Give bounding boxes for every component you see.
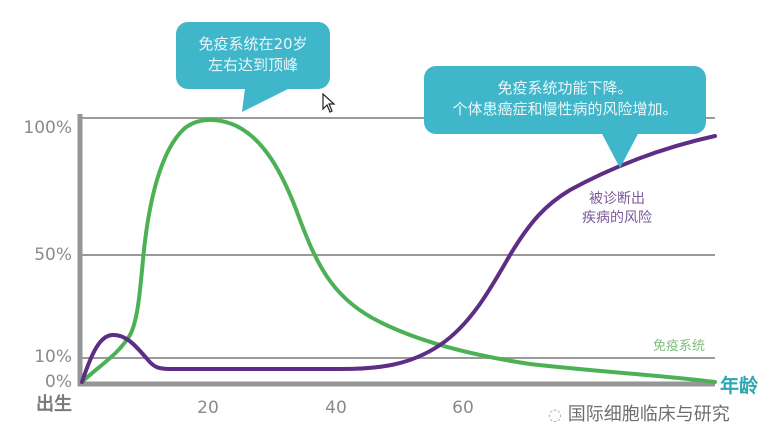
callout-decline-tail [600,130,640,168]
callout-peak-line2: 左右达到顶峰 [207,56,298,74]
y-tick-50: 50% [34,245,72,265]
immune-system-curve [80,117,717,384]
callout-peak-line1: 免疫系统在20岁 [198,35,308,53]
x-tick-60: 60 [452,398,474,418]
risk-label-line2: 疾病的风险 [582,210,652,226]
callout-decline-line2: 个体患癌症和慢性病的风险增加。 [452,100,678,118]
callout-decline-line1: 免疫系统功能下降。 [497,79,633,97]
x-tick-20: 20 [197,398,219,418]
x-origin-label: 出生 [36,394,72,415]
mouse-cursor-icon [322,93,336,113]
wechat-icon: ◌ [548,405,562,424]
callout-peak: 免疫系统在20岁 左右达到顶峰 [176,22,330,89]
x-tick-40: 40 [325,398,347,418]
watermark-text: 国际细胞临床与研究 [567,404,730,425]
risk-series-label: 被诊断出 疾病的风险 [582,190,652,228]
x-axis-title: 年龄 [720,375,759,397]
callout-decline: 免疫系统功能下降。 个体患癌症和慢性病的风险增加。 [424,66,706,134]
risk-label-line1: 被诊断出 [589,191,645,207]
y-tick-10: 10% [34,347,72,367]
y-tick-0: 0% [45,372,72,392]
watermark: ◌ 国际细胞临床与研究 [548,400,730,426]
callout-peak-tail [242,88,290,112]
disease-risk-curve [80,134,717,384]
y-tick-100: 100% [23,118,72,138]
immune-series-label: 免疫系统 [653,339,706,354]
